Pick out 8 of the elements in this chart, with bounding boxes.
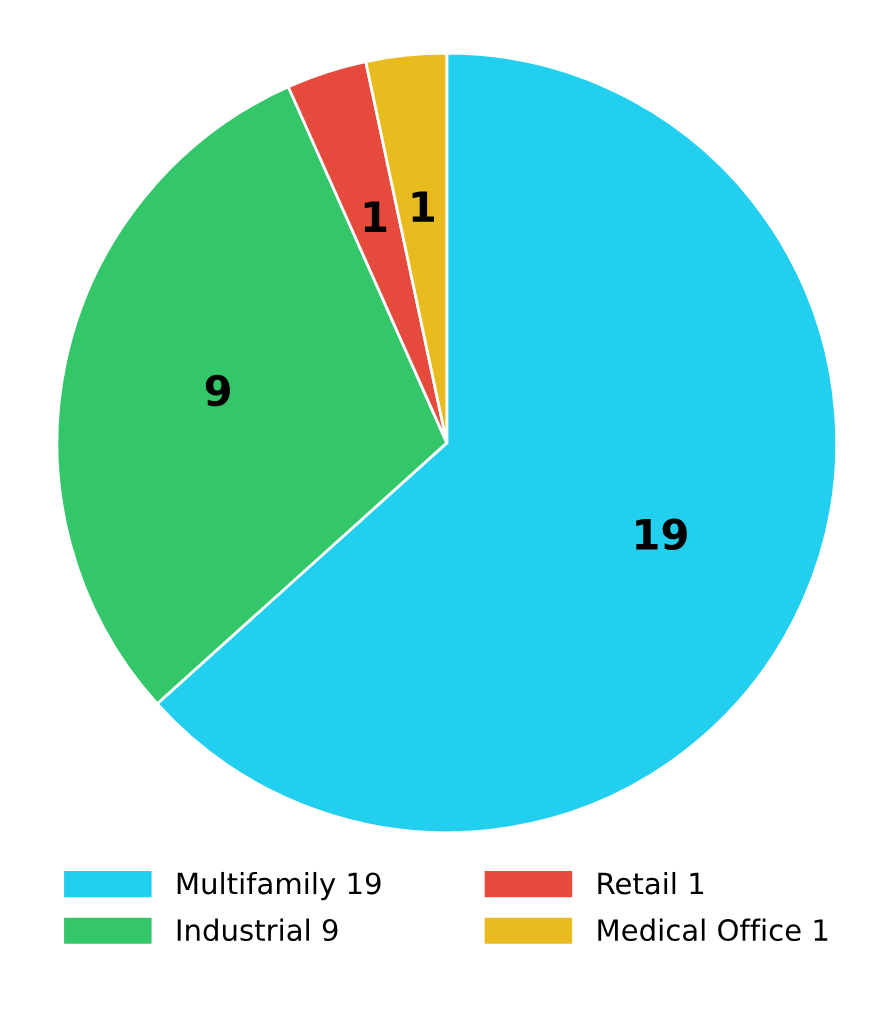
data-label: 1 (364, 201, 387, 232)
data-label: 1 (412, 191, 435, 222)
data-label: 19 (636, 518, 687, 551)
legend-label: Medical Office 1 (598, 918, 828, 942)
legend-label: Multifamily 19 (177, 871, 381, 901)
legend-label: Industrial 9 (177, 918, 338, 942)
data-label: 9 (205, 374, 230, 407)
legend-label: Retail 1 (598, 871, 704, 895)
